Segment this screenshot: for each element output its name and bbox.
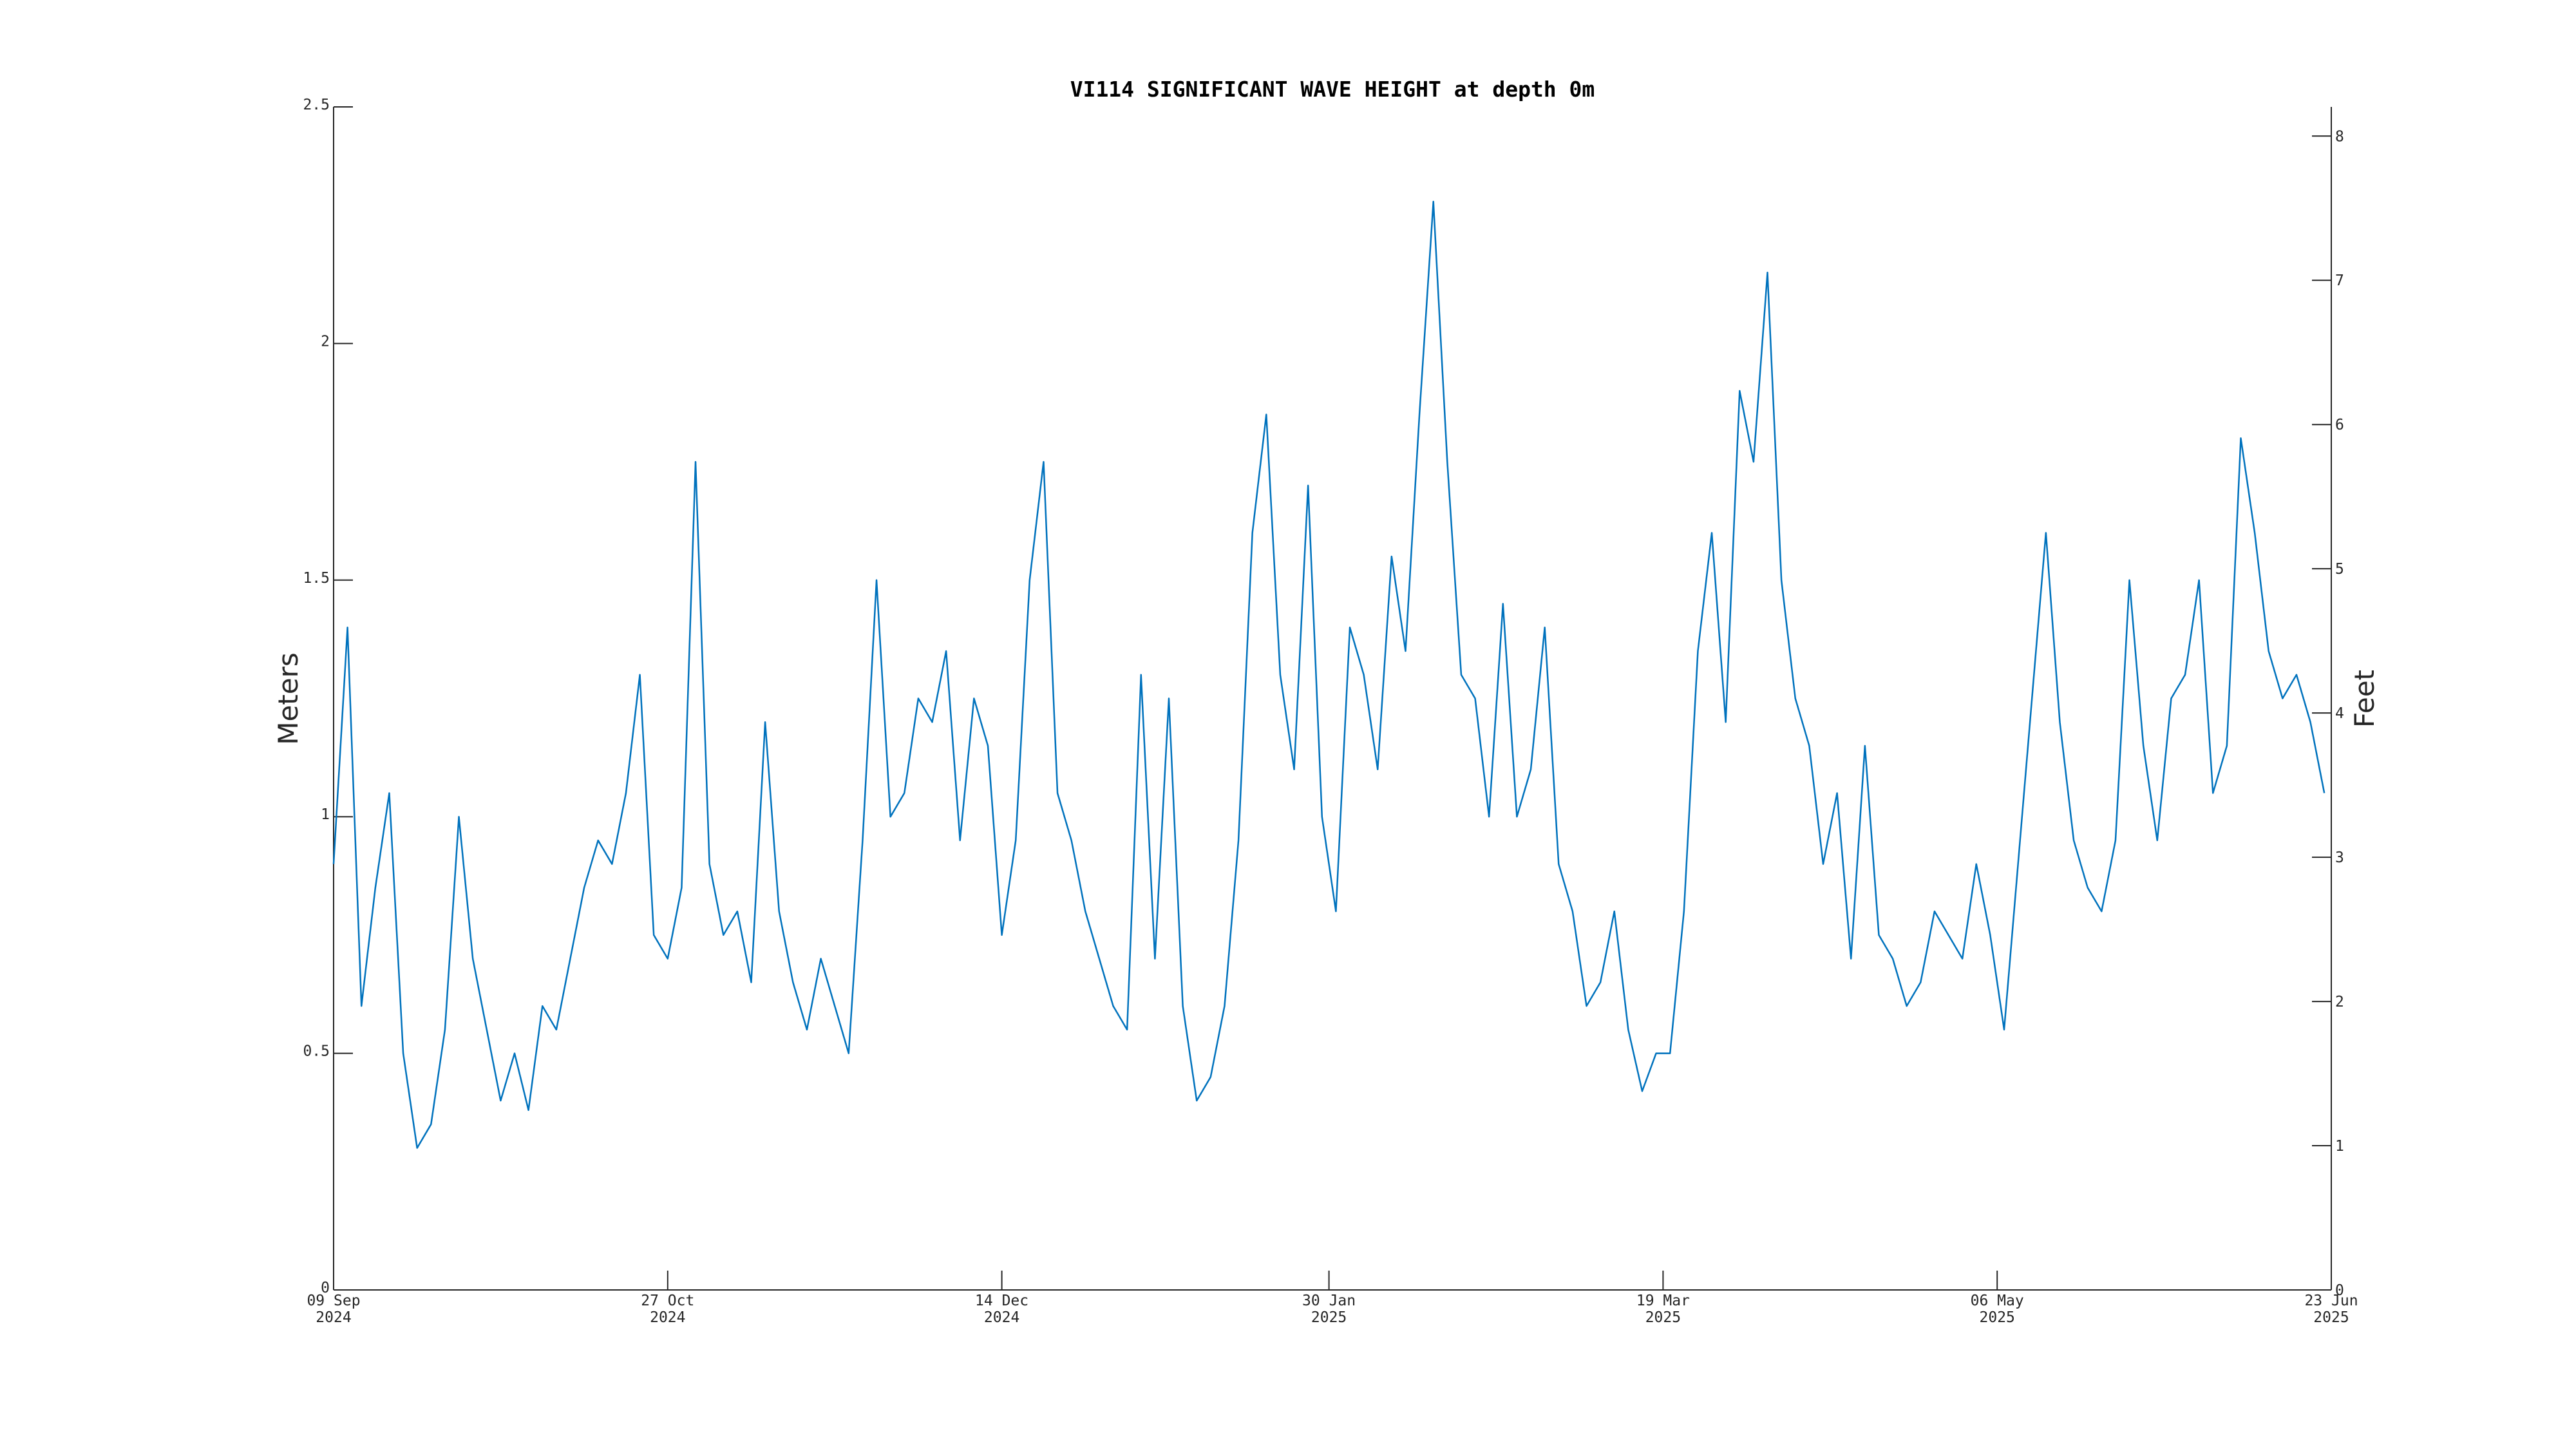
y2-axis-label: Feet: [2349, 670, 2380, 728]
y2-tick-label: 4: [2335, 705, 2344, 722]
y-axis-label: Meters: [272, 652, 304, 745]
x-tick-label: 2025: [1311, 1309, 1347, 1326]
y2-tick-label: 8: [2335, 128, 2344, 145]
y2-tick-label: 2: [2335, 994, 2344, 1010]
y-tick-label: 1.5: [303, 570, 330, 587]
y2-tick-label: 6: [2335, 417, 2344, 433]
y-tick-label: 2: [321, 333, 330, 350]
series-line: [332, 200, 2325, 1149]
x-tick-label: 27 Oct: [641, 1293, 694, 1309]
x-tick-label: 23 Jun: [2304, 1293, 2358, 1309]
y2-tick-label: 1: [2335, 1138, 2344, 1155]
x-tick-label: 2024: [984, 1309, 1019, 1326]
x-tick-label: 2024: [316, 1309, 351, 1326]
y2-tick-label: 7: [2335, 272, 2344, 289]
y2-tick-label: 0: [2335, 1282, 2344, 1299]
y-tick-label: 0: [321, 1280, 330, 1296]
x-tick-label: 09 Sep: [307, 1293, 360, 1309]
x-tick-label: 14 Dec: [975, 1293, 1028, 1309]
x-tick-label: 30 Jan: [1302, 1293, 1356, 1309]
x-tick-label: 2024: [650, 1309, 685, 1326]
x-tick-label: 2025: [2313, 1309, 2349, 1326]
x-tick-label: 06 May: [1971, 1293, 2024, 1309]
y2-tick-label: 5: [2335, 561, 2344, 578]
y2-tick-label: 3: [2335, 849, 2344, 866]
x-tick-label: 19 Mar: [1636, 1293, 1690, 1309]
x-tick-label: 2025: [1645, 1309, 1681, 1326]
y-tick-label: 0.5: [303, 1043, 330, 1060]
x-tick-label: 2025: [1980, 1309, 2015, 1326]
chart-title: VI114 SIGNIFICANT WAVE HEIGHT at depth 0…: [1070, 77, 1595, 102]
y-tick-label: 2.5: [303, 97, 330, 113]
y-tick-label: 1: [321, 806, 330, 823]
